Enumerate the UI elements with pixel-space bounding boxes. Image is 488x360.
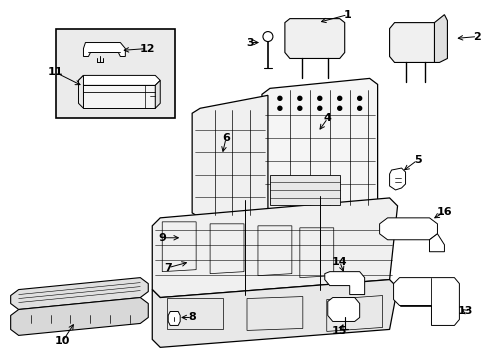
Text: 6: 6 [222, 133, 229, 143]
Polygon shape [393, 278, 458, 325]
Text: 15: 15 [331, 327, 346, 336]
Polygon shape [83, 85, 155, 108]
Circle shape [357, 96, 361, 100]
Polygon shape [78, 75, 83, 108]
Text: 1: 1 [343, 10, 351, 20]
Polygon shape [168, 311, 180, 325]
Polygon shape [327, 298, 359, 321]
Polygon shape [152, 198, 397, 298]
Polygon shape [269, 175, 339, 205]
Text: 2: 2 [472, 32, 480, 41]
Polygon shape [433, 15, 447, 62]
Polygon shape [11, 278, 148, 310]
Text: 13: 13 [457, 306, 472, 316]
Polygon shape [324, 272, 364, 294]
Polygon shape [78, 75, 160, 85]
Circle shape [317, 96, 321, 100]
Polygon shape [389, 23, 439, 62]
Text: 10: 10 [55, 336, 70, 346]
Polygon shape [389, 168, 405, 190]
Text: 8: 8 [188, 312, 196, 323]
Polygon shape [152, 280, 397, 347]
Bar [56, 28, 175, 118]
Polygon shape [379, 218, 437, 240]
Text: 14: 14 [331, 257, 347, 267]
Circle shape [337, 96, 341, 100]
Circle shape [337, 106, 341, 110]
Polygon shape [192, 95, 267, 218]
Text: 3: 3 [245, 37, 253, 48]
Text: 16: 16 [436, 207, 451, 217]
Circle shape [297, 106, 301, 110]
Text: 9: 9 [158, 233, 166, 243]
Circle shape [277, 96, 281, 100]
Polygon shape [11, 298, 148, 336]
Polygon shape [262, 78, 377, 210]
Polygon shape [428, 234, 444, 252]
Text: 4: 4 [323, 113, 331, 123]
Polygon shape [155, 80, 160, 108]
Circle shape [317, 106, 321, 110]
Circle shape [357, 106, 361, 110]
Text: 12: 12 [139, 44, 155, 54]
Text: 7: 7 [164, 263, 172, 273]
Polygon shape [285, 19, 344, 58]
Circle shape [277, 106, 281, 110]
Text: 5: 5 [413, 155, 421, 165]
Polygon shape [83, 42, 125, 57]
Circle shape [297, 96, 301, 100]
Text: 11: 11 [48, 67, 63, 77]
